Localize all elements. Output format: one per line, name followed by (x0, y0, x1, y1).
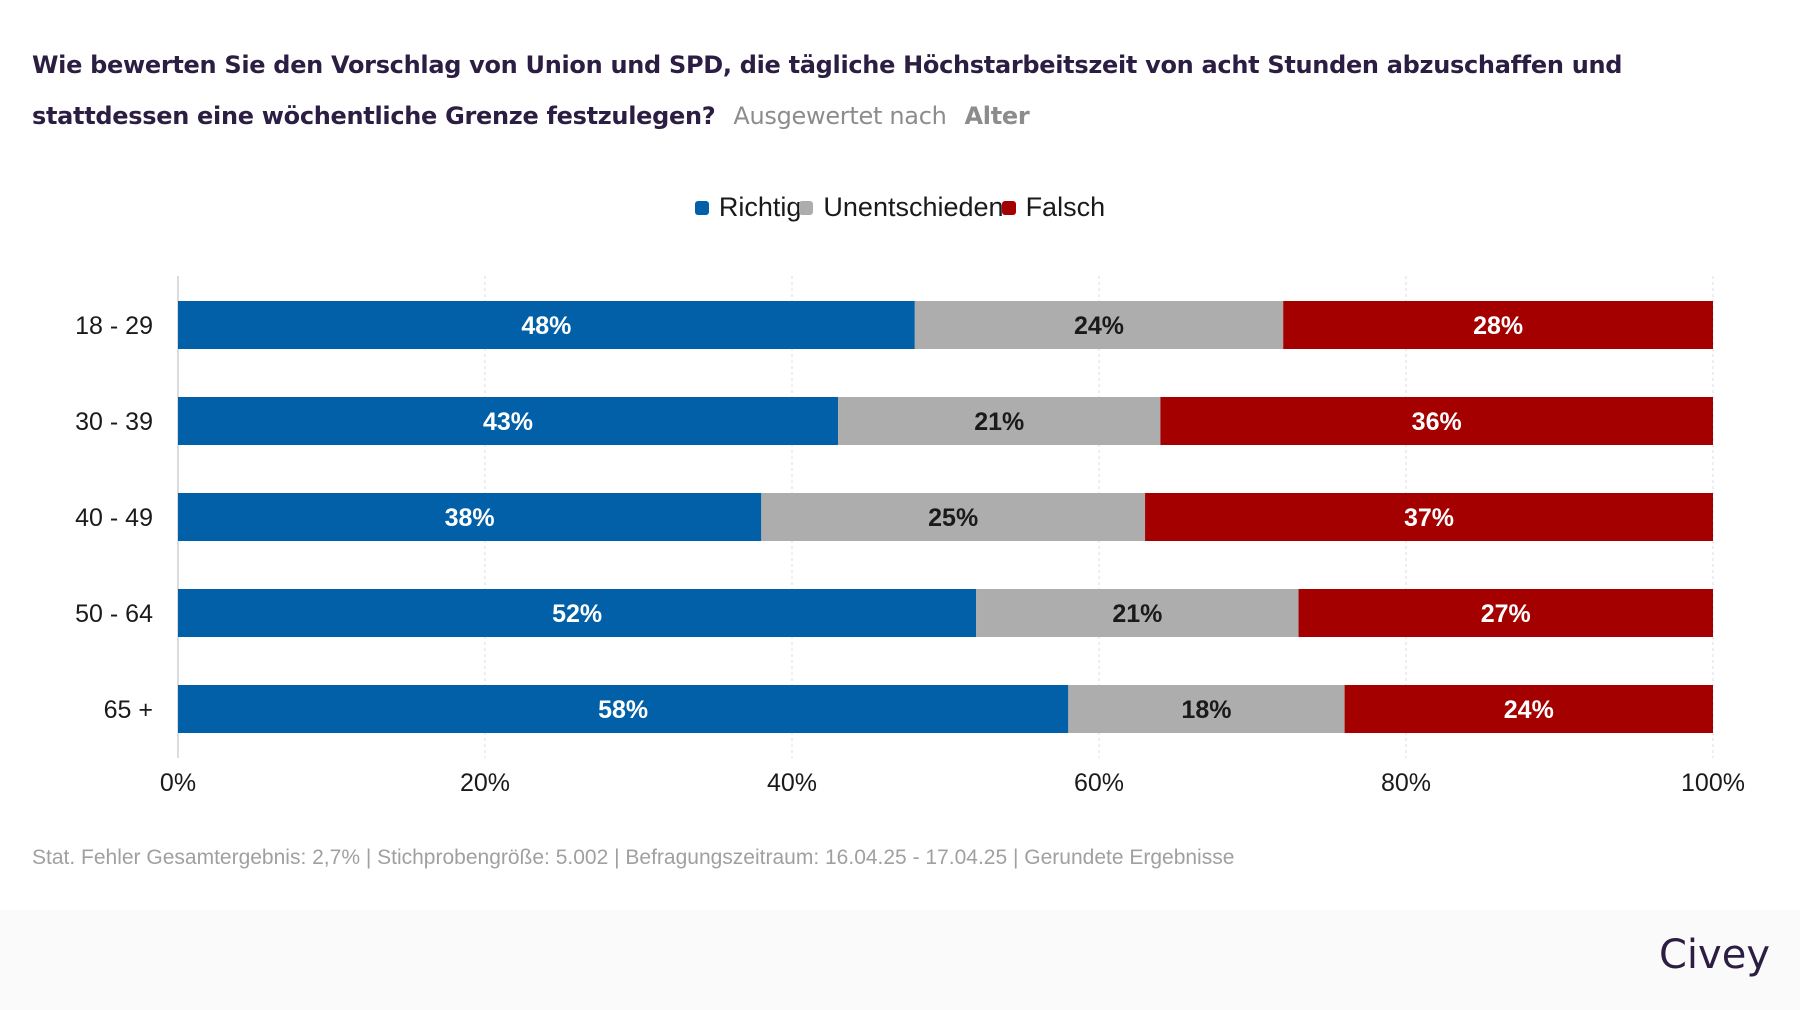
legend-item-unentschieden[interactable]: Unentschieden (799, 192, 1004, 223)
bar-segment-falsch[interactable] (1344, 685, 1713, 733)
category-label: 40 - 49 (75, 504, 153, 532)
data-label: 36% (1412, 408, 1462, 436)
x-axis-tick-labels: 0% 20% 40% 60% 80% 100% (160, 769, 1745, 797)
bar-segment-richtig[interactable] (178, 397, 839, 445)
data-label: 25% (928, 504, 978, 532)
legend-item-falsch[interactable]: Falsch (1001, 192, 1106, 223)
data-label: 43% (483, 408, 533, 436)
x-tick-label: 40% (767, 769, 817, 797)
x-tick-label: 60% (1074, 769, 1124, 797)
data-label: 28% (1473, 312, 1523, 340)
data-label: 21% (1112, 600, 1162, 628)
bar-segment-falsch[interactable] (1160, 397, 1713, 445)
bar-segment-unentschieden[interactable] (914, 301, 1284, 349)
bar-segment-falsch[interactable] (1298, 589, 1713, 637)
legend-swatch-unentschieden (799, 200, 814, 215)
data-label: 27% (1481, 600, 1531, 628)
data-label: 52% (552, 600, 602, 628)
data-label: 38% (445, 504, 495, 532)
bar-segment-falsch[interactable] (1145, 493, 1713, 541)
bar-segment-unentschieden[interactable] (1068, 685, 1345, 733)
civey-logo[interactable]: Civey (1659, 932, 1770, 978)
category-label: 65 + (104, 696, 153, 724)
data-label: 24% (1074, 312, 1124, 340)
bar-segment-falsch[interactable] (1283, 301, 1713, 349)
legend-label: Unentschieden (823, 192, 1004, 222)
data-label: 58% (598, 696, 648, 724)
bar-segment-richtig[interactable] (178, 685, 1069, 733)
data-label: 18% (1181, 696, 1231, 724)
legend-label: Richtig (718, 192, 802, 222)
category-labels: 18 - 29 30 - 39 40 - 49 50 - 64 65 + (75, 312, 153, 724)
data-label: 21% (974, 408, 1024, 436)
category-label: 50 - 64 (75, 600, 153, 628)
chart-title: Wie bewerten Sie den Vorschlag von Union… (32, 40, 1752, 142)
legend-label: Falsch (1025, 192, 1106, 222)
bar-segment-richtig[interactable] (178, 589, 977, 637)
question-text: Wie bewerten Sie den Vorschlag von Union… (32, 51, 1623, 130)
data-label: 24% (1504, 696, 1554, 724)
stacked-bar-chart: 48% 24% 28% 43% 21% 36% 38% 25% 37% 52% 21% 27% 58% 1… (75, 276, 1745, 797)
x-tick-label: 80% (1381, 769, 1431, 797)
category-label: 18 - 29 (75, 312, 153, 340)
brand-band: Civey (0, 910, 1800, 1010)
category-label: 30 - 39 (75, 408, 153, 436)
legend-swatch-richtig (694, 200, 709, 215)
x-tick-label: 0% (160, 769, 196, 797)
legend: Richtig Unentschieden Falsch (0, 192, 1800, 223)
bar-segment-richtig[interactable] (178, 493, 762, 541)
data-label: 37% (1404, 504, 1454, 532)
bar-segment-richtig[interactable] (178, 301, 915, 349)
x-tick-label: 20% (460, 769, 510, 797)
data-label: 48% (521, 312, 571, 340)
bar-segment-unentschieden[interactable] (761, 493, 1146, 541)
evaluated-by-value[interactable]: Alter (964, 102, 1030, 130)
x-tick-label: 100% (1681, 769, 1745, 797)
footer-note: Stat. Fehler Gesamtergebnis: 2,7% | Stic… (32, 846, 1235, 869)
evaluated-by-label: Ausgewertet nach (733, 102, 947, 130)
bar-segment-unentschieden[interactable] (838, 397, 1161, 445)
bars: 48% 24% 28% 43% 21% 36% 38% 25% 37% 52% 21% 27% 58% 1… (178, 301, 1713, 733)
legend-swatch-falsch (1001, 200, 1016, 215)
bar-segment-unentschieden[interactable] (976, 589, 1299, 637)
legend-item-richtig[interactable]: Richtig (694, 192, 802, 223)
